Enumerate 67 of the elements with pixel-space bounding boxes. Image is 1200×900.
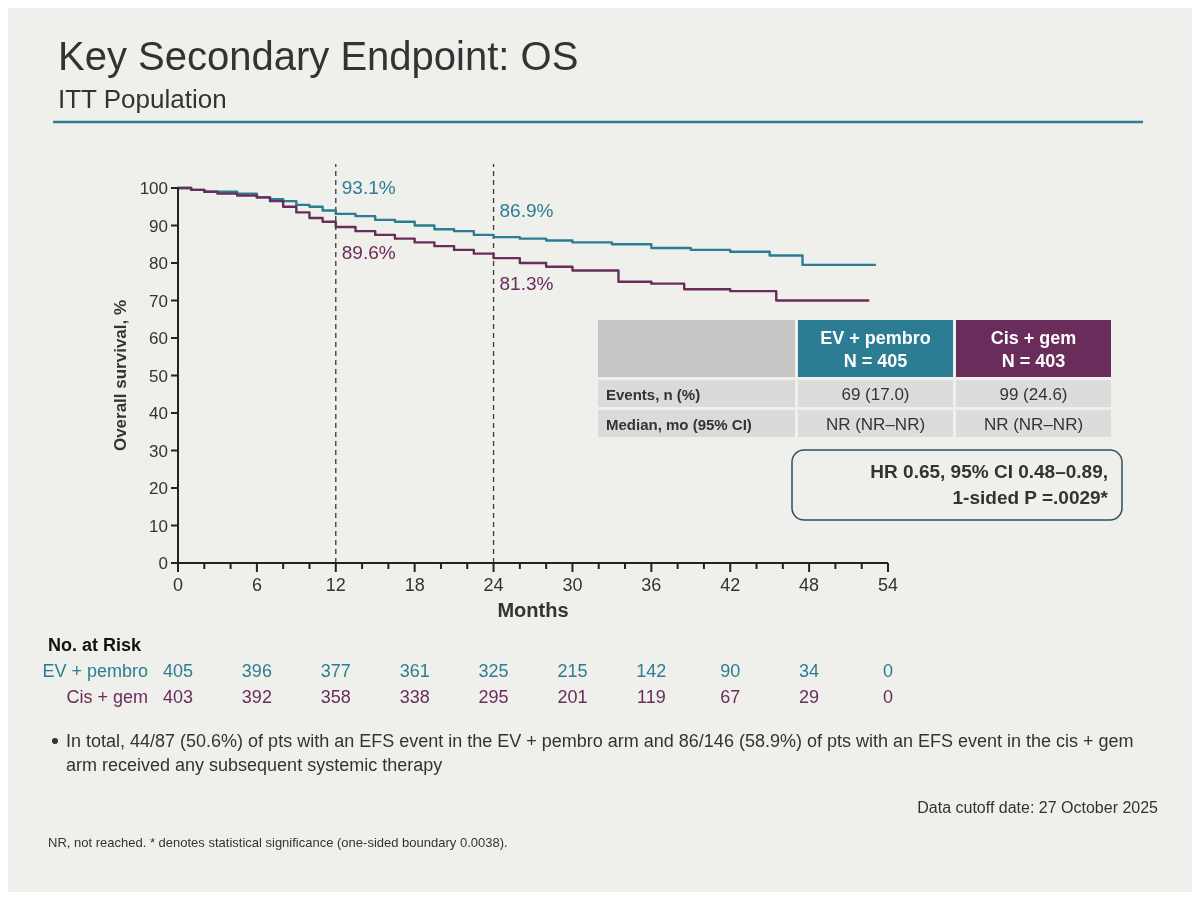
text: Data cutoff date: 27 October 2025: [917, 799, 1159, 816]
x-tick-label: 48: [799, 575, 820, 595]
y-axis-title: Overall survival, %: [111, 299, 130, 452]
text: 361: [399, 661, 430, 681]
x-tick-label: 0: [172, 575, 184, 595]
y-tick-label: 30: [149, 441, 168, 461]
y-tick-label: 80: [149, 254, 168, 273]
chart-title: Key Secondary Endpoint: OS: [58, 34, 579, 78]
chart-subtitle: ITT Population: [58, 84, 227, 114]
text: 0: [882, 687, 894, 707]
y-tick-label: 50: [149, 366, 168, 386]
data-label: 89.6%: [341, 242, 396, 263]
text: 67: [720, 687, 741, 707]
text: 396: [241, 661, 272, 681]
x-tick-label: 30: [562, 575, 583, 595]
text: 295: [478, 687, 509, 707]
text: In total, 44/87 (50.6%) of pts with an EFS event in the EV + pembro arm and 86/146 (58.9%) of pts with an EFS event in the cis + gem arm received any subsequent systemic therapy: [66, 731, 1134, 775]
data-label: 86.9%: [499, 200, 554, 222]
text: 99 (24.6): [999, 385, 1068, 404]
y-tick-label: 10: [149, 516, 168, 536]
y-tick-label: 20: [149, 479, 168, 498]
text: 215: [557, 661, 588, 681]
text: NR, not reached. * denotes statistical significance (one-sided boundary 0.0038).: [48, 835, 508, 850]
text: 338: [399, 687, 430, 707]
y-tick-label: 90: [149, 216, 168, 236]
text: 1-sided P =.0029*: [952, 487, 1109, 508]
annotation: N = 405: [843, 351, 908, 371]
text: EV + pembro: [42, 661, 148, 681]
text: 90: [720, 661, 741, 681]
y-tick-label: 60: [149, 329, 168, 348]
text: EV + pembro: [820, 328, 931, 348]
text: 405: [162, 661, 194, 681]
text: 392: [241, 687, 272, 707]
y-tick-label: 40: [149, 404, 168, 423]
text: 358: [320, 687, 351, 707]
text: 325: [478, 661, 509, 681]
text: 142: [636, 661, 667, 681]
text: 119: [636, 687, 666, 707]
x-tick-label: 18: [404, 575, 425, 595]
text: Cis + gem: [990, 328, 1077, 348]
annotation: 69 (17.0): [841, 385, 910, 404]
x-tick-label: 42: [720, 575, 741, 595]
annotation: Events, n (%): [606, 386, 701, 403]
text: 29: [799, 687, 820, 707]
text: Cis + gem: [66, 687, 148, 707]
x-tick-label: 54: [877, 575, 899, 595]
y-tick-label: 70: [149, 291, 168, 311]
x-tick-label: 24: [483, 575, 504, 595]
text: 403: [162, 687, 194, 707]
annotation: HR 0.65, 95% CI 0.48–0.89,: [870, 461, 1108, 482]
x-axis-title: Months: [497, 599, 569, 621]
annotation: Median, mo (95% CI): [606, 416, 752, 433]
data-label: 81.3%: [499, 273, 554, 295]
text: NR (NR–NR): [983, 415, 1084, 434]
y-tick-label: 100: [139, 179, 168, 198]
text: 0: [882, 661, 894, 681]
x-tick-label: 36: [641, 575, 662, 595]
x-tick-label: 12: [325, 575, 346, 595]
x-tick-label: 6: [251, 575, 262, 595]
text: N = 403: [1001, 351, 1066, 371]
annotation: NR (NR–NR): [825, 415, 926, 434]
data-label: 93.1%: [341, 176, 396, 198]
text: No. at Risk: [48, 635, 143, 655]
text: 201: [557, 687, 588, 707]
text: 34: [799, 661, 820, 681]
text: 377: [320, 661, 351, 681]
y-tick-label: 0: [158, 554, 168, 573]
